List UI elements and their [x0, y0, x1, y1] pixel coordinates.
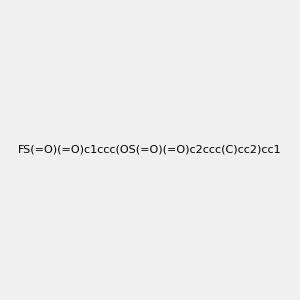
Text: FS(=O)(=O)c1ccc(OS(=O)(=O)c2ccc(C)cc2)cc1: FS(=O)(=O)c1ccc(OS(=O)(=O)c2ccc(C)cc2)cc… [18, 145, 282, 155]
